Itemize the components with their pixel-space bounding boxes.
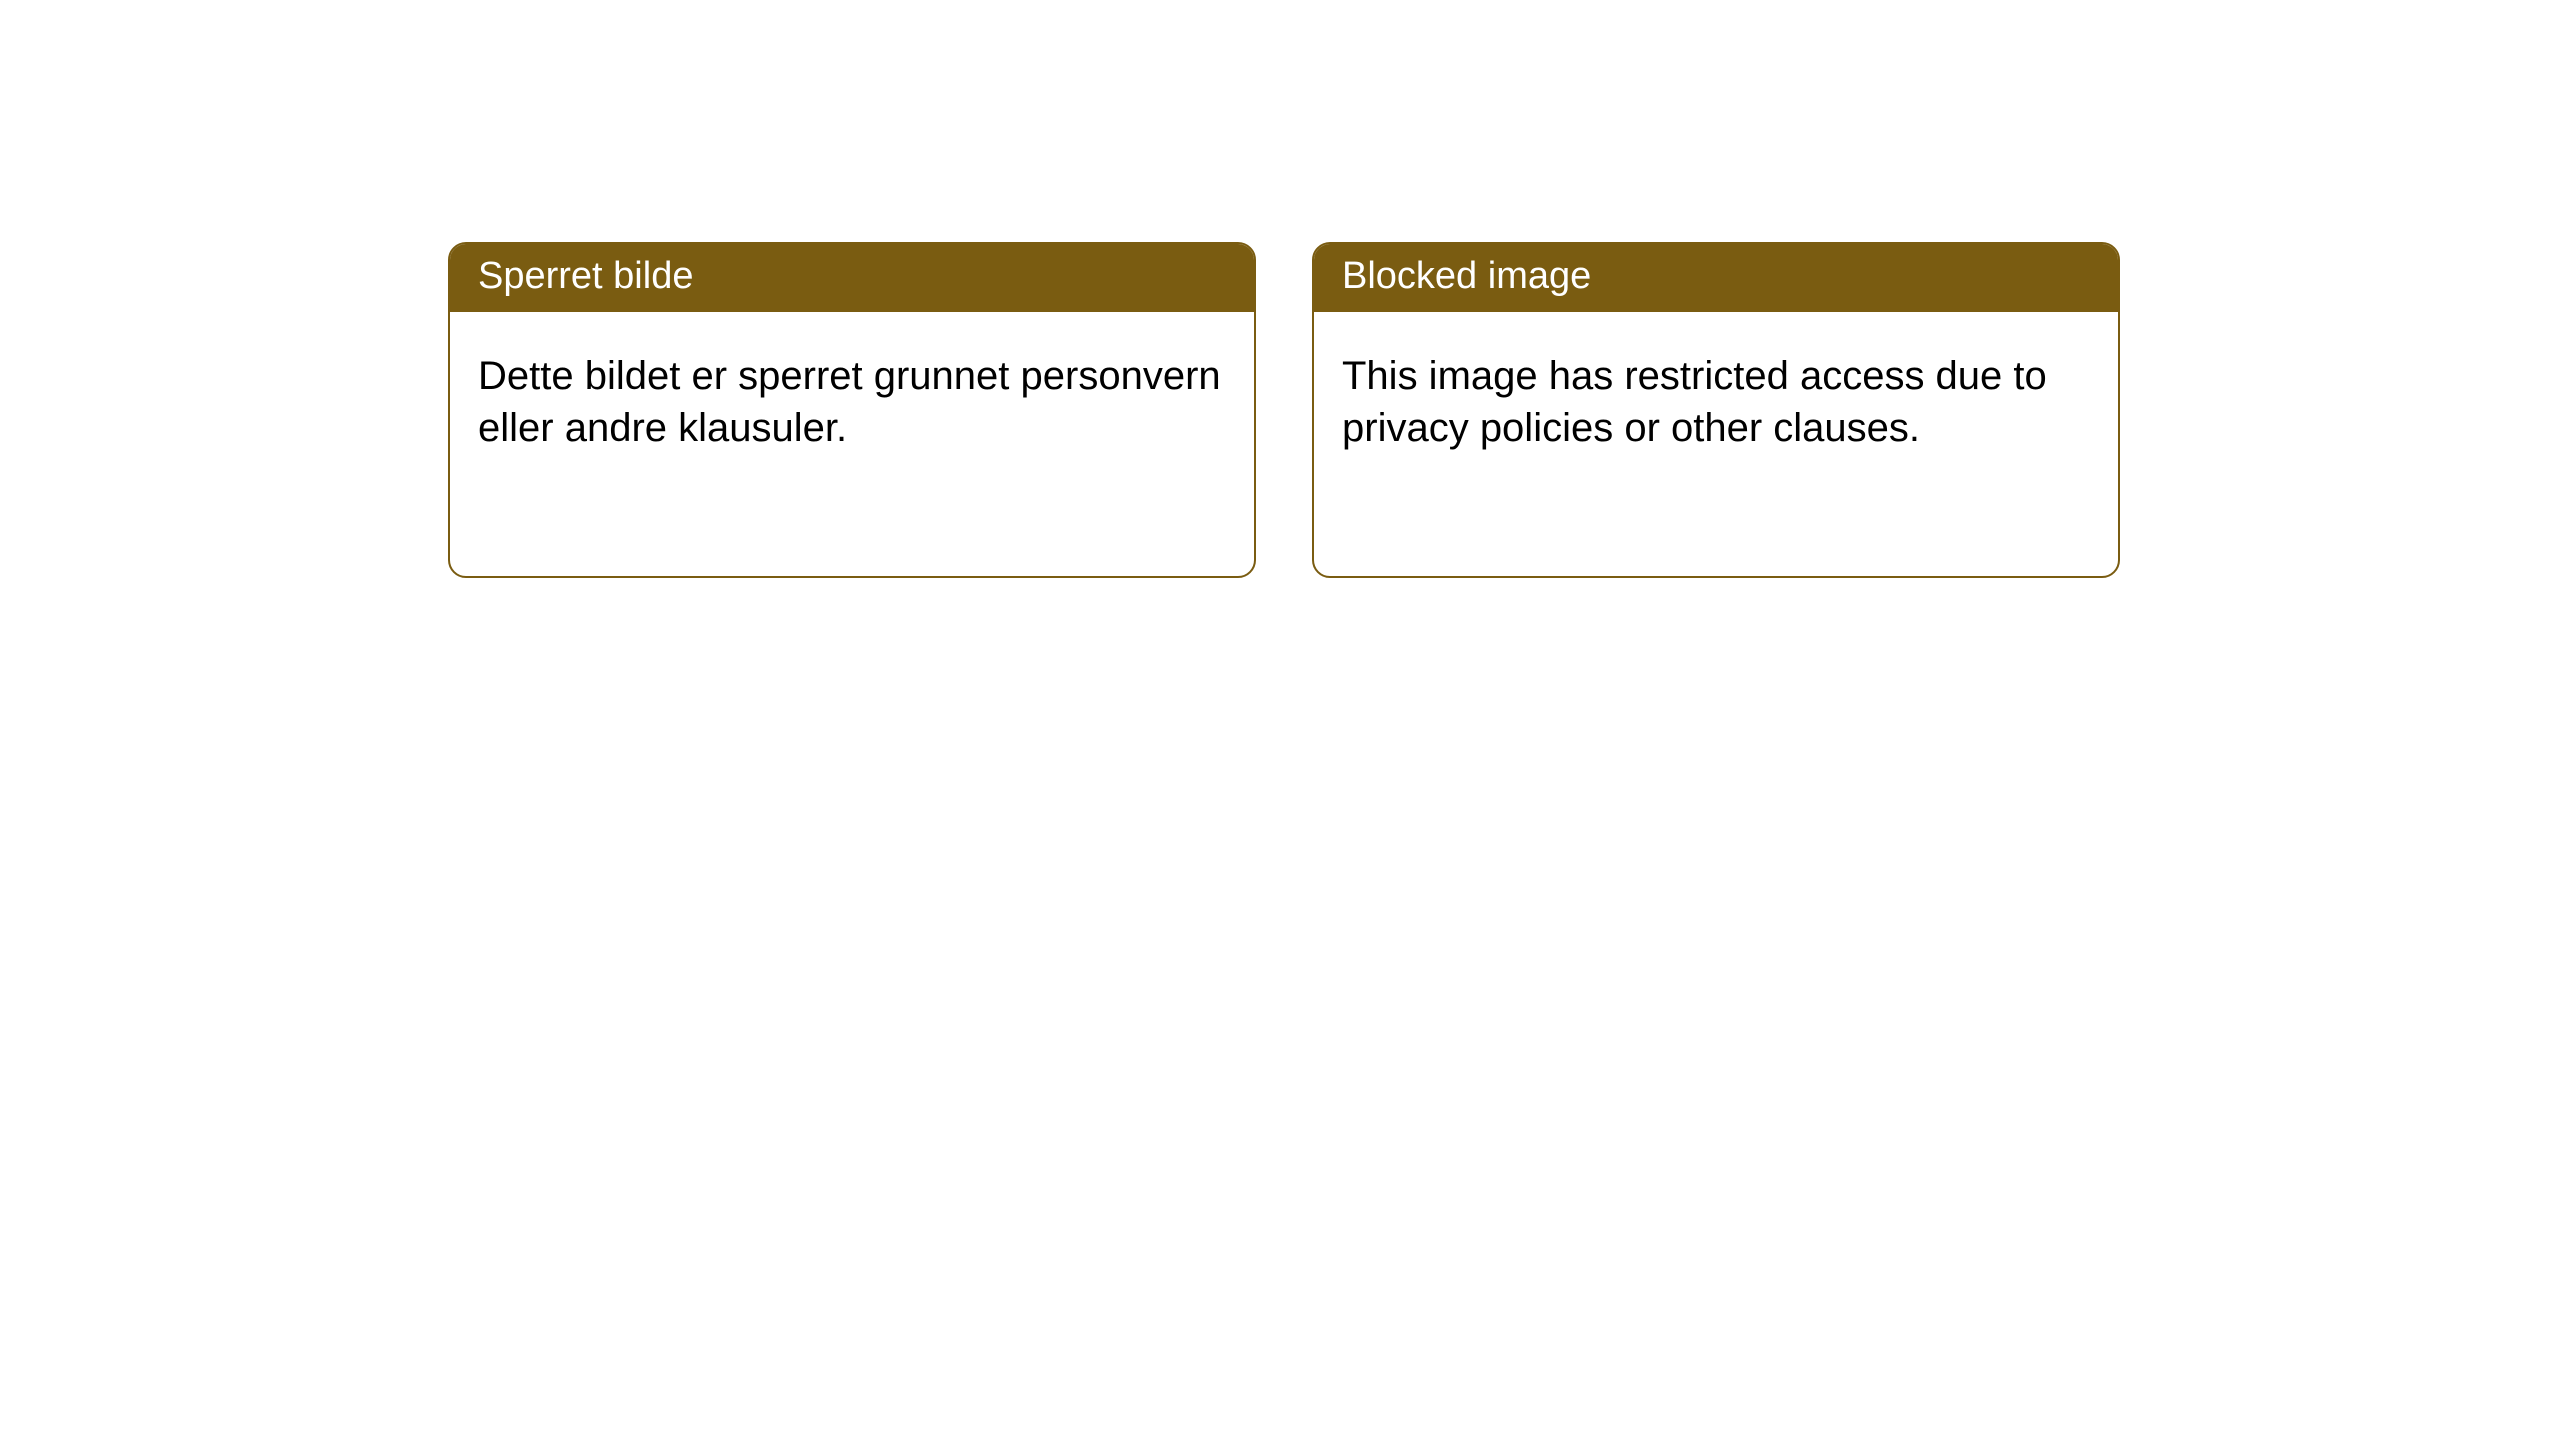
notice-container: Sperret bilde Dette bildet er sperret gr… (0, 0, 2560, 578)
notice-card-norwegian: Sperret bilde Dette bildet er sperret gr… (448, 242, 1256, 578)
notice-card-english: Blocked image This image has restricted … (1312, 242, 2120, 578)
notice-title: Sperret bilde (450, 244, 1254, 312)
notice-body: Dette bildet er sperret grunnet personve… (450, 312, 1254, 482)
notice-title: Blocked image (1314, 244, 2118, 312)
notice-body: This image has restricted access due to … (1314, 312, 2118, 482)
